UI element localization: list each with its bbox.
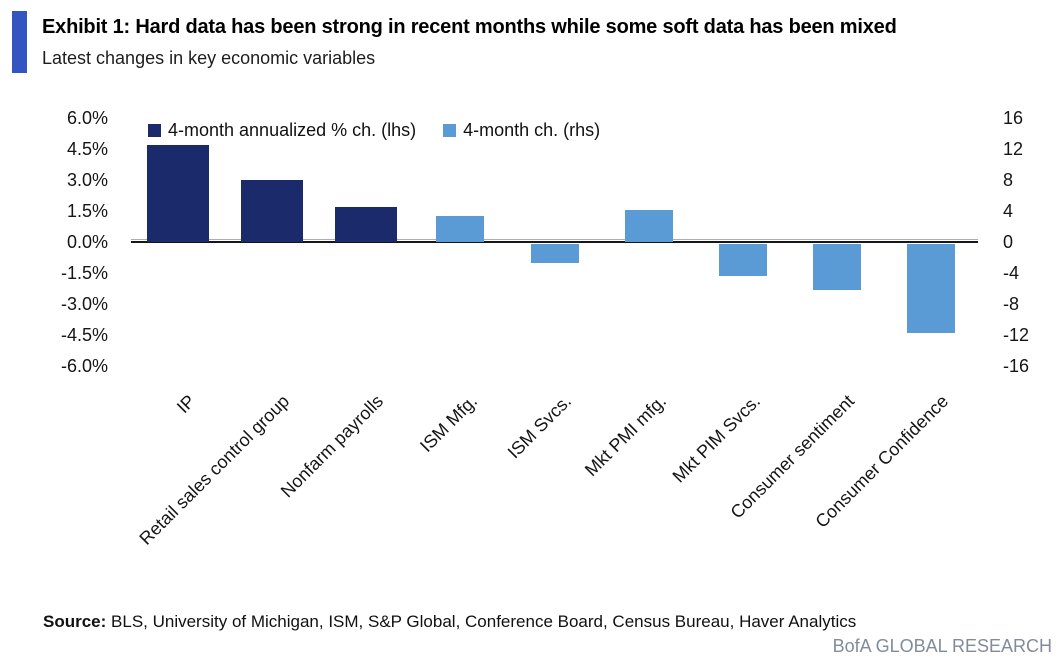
category-label: Mkt PMI mfg. xyxy=(580,390,670,481)
legend-item-rhs: 4-month ch. (rhs) xyxy=(443,120,600,141)
zero-axis-line-highlight xyxy=(131,239,978,240)
legend-item-lhs: 4-month annualized % ch. (lhs) xyxy=(148,120,416,141)
source-line: Source: BLS, University of Michigan, ISM… xyxy=(43,612,856,632)
left-axis-tick: -6.0% xyxy=(60,356,108,376)
bar-ip xyxy=(147,144,210,242)
right-axis-tick: -16 xyxy=(1003,356,1030,376)
left-axis-tick: 0.0% xyxy=(66,232,108,252)
right-axis-tick: -8 xyxy=(1003,294,1020,314)
exhibit-accent-bar xyxy=(12,11,27,73)
left-axis-tick: 1.5% xyxy=(66,201,108,221)
bar-ism-mfg xyxy=(436,216,485,242)
bar-mkt-pmi-mfg xyxy=(624,210,673,242)
right-axis-tick: 16 xyxy=(1003,108,1024,128)
left-axis-tick: -3.0% xyxy=(60,294,108,314)
legend-swatch-blue-icon xyxy=(443,124,457,137)
right-axis-tick: -12 xyxy=(1003,325,1030,345)
category-label: ISM Mfg. xyxy=(416,390,482,456)
left-axis-tick: 6.0% xyxy=(66,108,108,128)
brand-line: BofA GLOBAL RESEARCH xyxy=(832,636,1052,656)
legend-swatch-navy-icon xyxy=(148,124,161,137)
left-axis-tick: -1.5% xyxy=(60,263,108,283)
bar-nonfarm-payrolls xyxy=(335,206,398,242)
right-axis-tick: 0 xyxy=(1003,232,1014,252)
right-axis-tick: 4 xyxy=(1003,201,1014,221)
legend-label-lhs: 4-month annualized % ch. (lhs) xyxy=(168,120,417,140)
source-label: Source: xyxy=(43,612,107,631)
bar-mkt-pim-svcs xyxy=(718,244,767,276)
left-axis-tick: 4.5% xyxy=(66,139,108,159)
right-axis-tick: 12 xyxy=(1003,139,1024,159)
zero-axis-line xyxy=(131,241,978,243)
bar-retail-sales-control-group xyxy=(241,180,304,242)
right-axis-tick: 8 xyxy=(1003,170,1014,190)
category-label: Retail sales control group xyxy=(135,390,294,549)
left-axis-tick: -4.5% xyxy=(60,325,108,345)
category-label: IP xyxy=(172,390,200,418)
right-axis-tick: -4 xyxy=(1003,263,1020,283)
legend-label-rhs: 4-month ch. (rhs) xyxy=(463,120,601,140)
category-label: ISM Svcs. xyxy=(504,390,576,463)
left-axis-tick: 3.0% xyxy=(66,170,108,190)
category-label: Nonfarm payrolls xyxy=(277,390,388,502)
chart-legend: 4-month annualized % ch. (lhs) 4-month c… xyxy=(148,120,600,141)
bar-ism-svcs xyxy=(530,244,579,264)
category-label: Mkt PIM Svcs. xyxy=(668,390,764,487)
exhibit-title: Exhibit 1: Hard data has been strong in … xyxy=(42,16,897,38)
source-text: BLS, University of Michigan, ISM, S&P Gl… xyxy=(106,612,857,631)
bar-consumer-confidence xyxy=(906,244,955,334)
exhibit-subtitle: Latest changes in key economic variables xyxy=(42,48,376,68)
bar-consumer-sentiment xyxy=(812,244,861,290)
